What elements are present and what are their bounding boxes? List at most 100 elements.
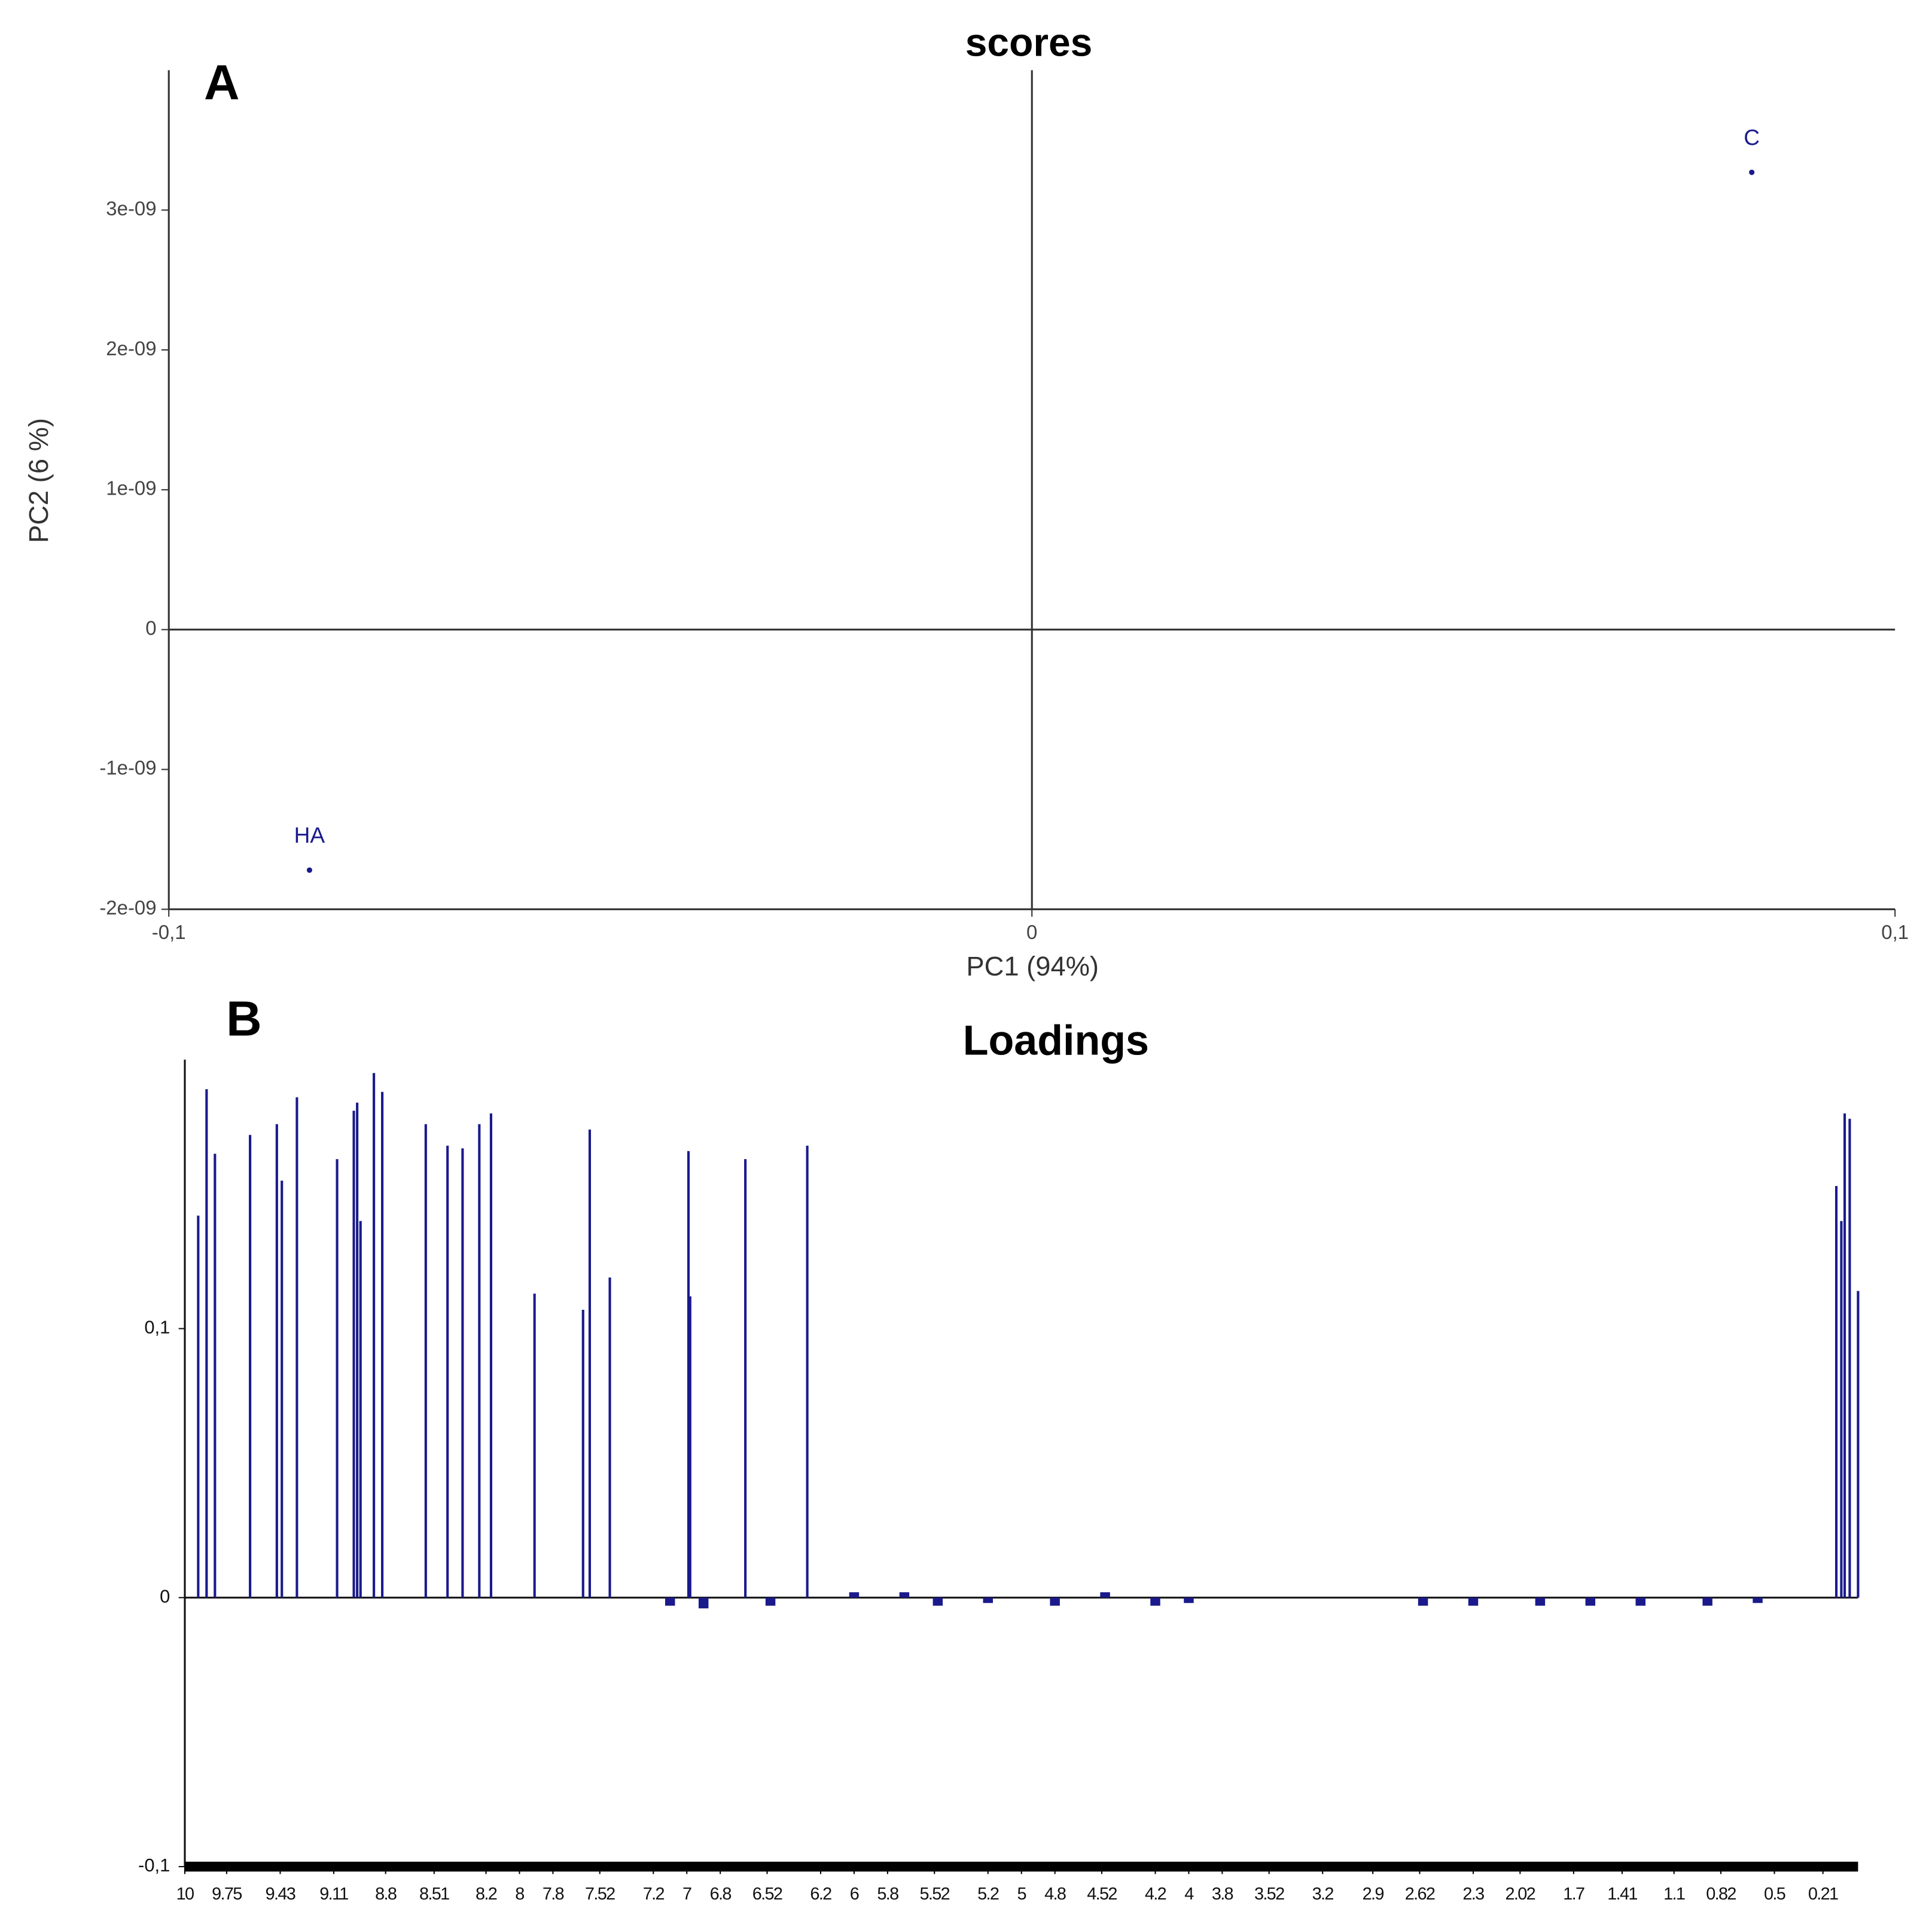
x-tick-label: 6 [850,1885,859,1904]
point [1749,169,1755,175]
x-tick-label: 3.8 [1212,1885,1233,1904]
bar [1702,1597,1712,1606]
bar [1835,1186,1838,1598]
bar [489,1113,492,1598]
bar [359,1221,362,1598]
chart-title: Loadings [963,1017,1149,1063]
bar [1184,1597,1194,1603]
bar [336,1159,339,1598]
bar [744,1159,747,1598]
bar [381,1091,384,1598]
x-tick-label: 9.75 [212,1885,242,1904]
x-tick-label: 8 [515,1885,524,1904]
point-label: HA [294,822,325,847]
bar [1848,1118,1851,1598]
bar [1857,1291,1860,1598]
bar [1535,1597,1546,1606]
bar [249,1135,252,1598]
x-tick-label: 6.2 [810,1885,831,1904]
bar [1150,1597,1160,1606]
x-tick-label: 5 [1017,1885,1026,1904]
x-tick-label: 4.52 [1087,1885,1117,1904]
x-tick-label: 5.8 [877,1885,898,1904]
x-tick-label: 7.8 [543,1885,564,1904]
y-tick-label: -0,1 [138,1855,170,1876]
x-tick-label: 2.62 [1405,1885,1435,1904]
panel-label: B [226,992,261,1047]
bar [806,1145,809,1598]
bar [899,1592,910,1598]
bar [933,1597,943,1606]
y-tick-label: 0,1 [144,1317,170,1338]
x-tick-label: 9.11 [319,1885,348,1904]
x-tick-label: 0,1 [1881,921,1909,943]
bar [1635,1597,1645,1606]
bar [205,1089,208,1598]
x-tick-label: -0,1 [152,921,186,943]
x-tick-label: 1.1 [1663,1885,1685,1904]
bar [275,1124,278,1598]
y-tick-label: -1e-09 [99,757,156,779]
y-tick-label: 0 [145,617,156,639]
bar [461,1148,464,1598]
bar [1585,1597,1596,1606]
x-tick-label: 3.52 [1254,1885,1284,1904]
bar [1418,1597,1428,1606]
x-tick-label: 2.3 [1462,1885,1484,1904]
bar [478,1124,481,1598]
x-tick-label: 2.02 [1506,1885,1535,1904]
y-tick-label: 0 [160,1585,170,1606]
x-tick-label: 0.5 [1764,1885,1785,1904]
bar [533,1294,536,1598]
x-tick-label: 8.8 [375,1885,397,1904]
x-tick-label: 0.82 [1706,1885,1736,1904]
bar [446,1145,449,1598]
x-tick-label: 0 [1026,921,1037,943]
point-label: C [1744,124,1760,150]
x-tick-label: 6.8 [710,1885,732,1904]
x-tick-label: 1.7 [1563,1885,1584,1904]
bar [424,1124,427,1598]
x-tick-label: 2.9 [1363,1885,1384,1904]
bar [983,1597,993,1603]
chart-title: scores [965,20,1093,65]
y-tick-label: -2e-09 [99,897,156,919]
bar [687,1151,690,1598]
x-tick-label: 10 [176,1885,194,1904]
x-tick-label: 6.52 [752,1885,782,1904]
bar [373,1073,376,1598]
x-tick-label: 4.8 [1044,1885,1066,1904]
bar [352,1111,355,1598]
x-tick-label: 7 [682,1885,691,1904]
bar [1468,1597,1479,1606]
x-tick-label: 4.2 [1145,1885,1166,1904]
bar [197,1215,200,1598]
point [306,867,312,873]
bar [356,1102,359,1598]
x-tick-label: 4 [1184,1885,1194,1904]
x-axis-label: PC1 (94%) [966,951,1099,981]
bar [281,1181,284,1598]
x-tick-label: 7.52 [585,1885,615,1904]
bar [688,1296,691,1598]
y-tick-label: 3e-09 [106,197,156,219]
y-tick-label: 2e-09 [106,337,156,359]
x-tick-label: 1.41 [1607,1885,1637,1904]
bar [1100,1592,1110,1598]
bar [1753,1597,1763,1603]
y-tick-label: 1e-09 [106,477,156,499]
bar [588,1129,592,1598]
bar [1050,1597,1060,1606]
x-tick-label: 0.21 [1808,1885,1838,1904]
bar [665,1597,675,1606]
bar [849,1592,860,1598]
x-tick-label: 7.2 [643,1885,665,1904]
bar [1840,1221,1843,1598]
bar [295,1097,298,1598]
x-tick-label: 3.2 [1312,1885,1334,1904]
bar [698,1597,709,1609]
bar [1843,1113,1846,1598]
y-axis-label: PC2 (6 %) [23,418,54,543]
